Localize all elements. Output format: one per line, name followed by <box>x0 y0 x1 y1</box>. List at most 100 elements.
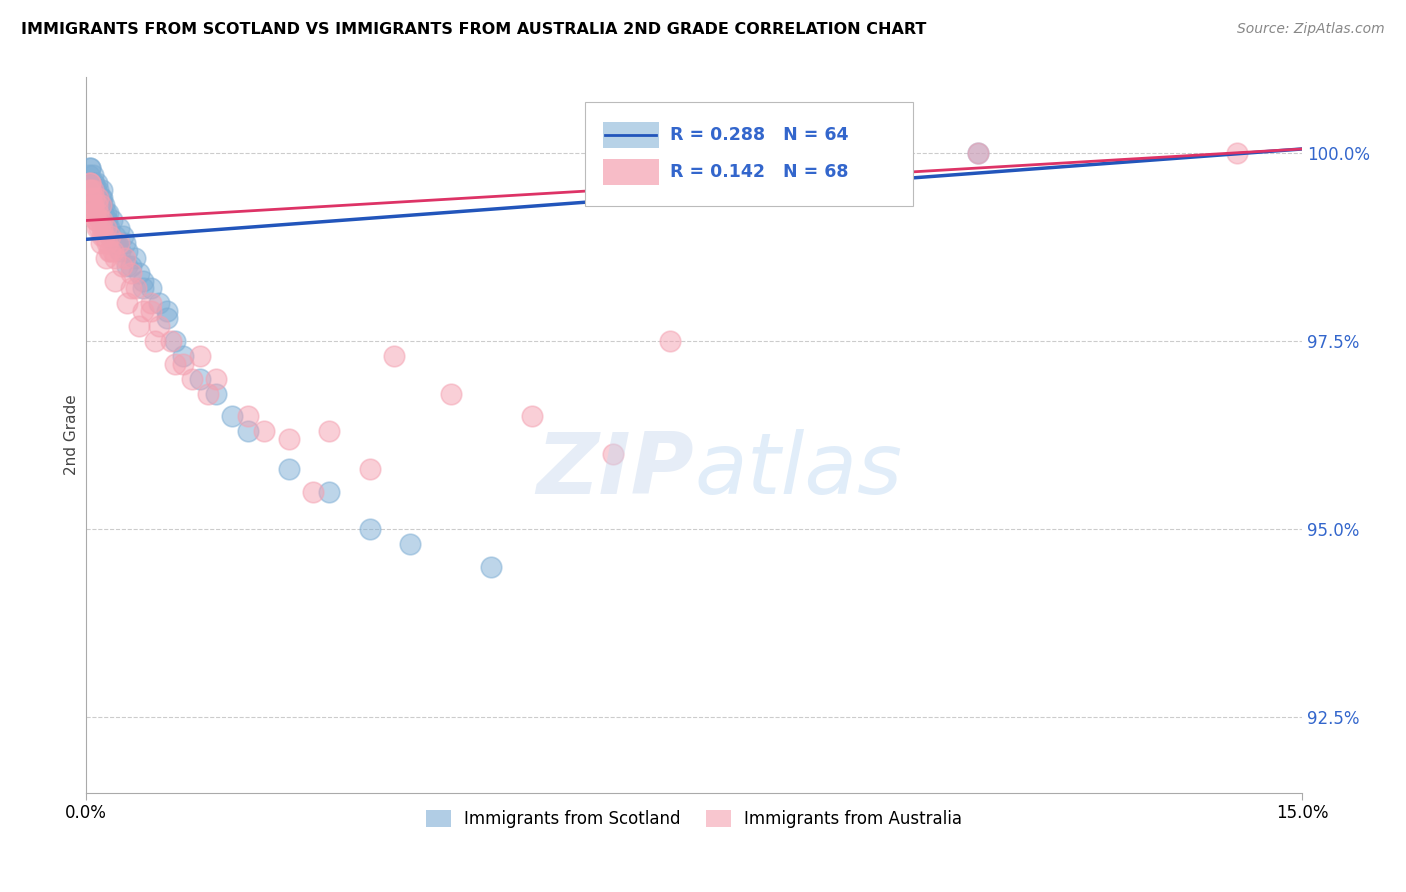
Point <box>96 213 118 227</box>
Point <box>80 183 103 197</box>
Point <box>277 432 299 446</box>
Y-axis label: 2nd Grade: 2nd Grade <box>65 394 79 475</box>
Point <box>79 161 101 175</box>
Point <box>253 425 276 439</box>
Point <box>101 213 124 227</box>
Point <box>128 318 150 333</box>
Point <box>83 176 105 190</box>
Point <box>82 191 104 205</box>
Point <box>100 228 122 243</box>
Point <box>156 303 179 318</box>
Point <box>86 206 108 220</box>
Point <box>97 221 120 235</box>
Point <box>399 537 422 551</box>
Point <box>80 183 103 197</box>
Point <box>120 281 142 295</box>
Point <box>96 213 118 227</box>
Point <box>84 213 107 227</box>
Point <box>87 198 110 212</box>
Point <box>143 334 166 348</box>
Point <box>111 259 134 273</box>
Point <box>86 198 108 212</box>
Point <box>87 183 110 197</box>
Point <box>84 183 107 197</box>
Point <box>966 145 988 160</box>
Point <box>440 386 463 401</box>
Text: R = 0.288   N = 64: R = 0.288 N = 64 <box>669 126 848 144</box>
Point <box>188 371 211 385</box>
Point <box>90 235 112 250</box>
Point <box>128 266 150 280</box>
Point <box>111 228 134 243</box>
Point <box>93 228 115 243</box>
Point <box>139 303 162 318</box>
Text: atlas: atlas <box>695 429 903 512</box>
Point <box>100 244 122 258</box>
Point <box>188 349 211 363</box>
Point <box>966 145 988 160</box>
Point <box>82 183 104 197</box>
Point <box>79 176 101 190</box>
Point <box>120 266 142 280</box>
Point <box>302 484 325 499</box>
Point <box>277 462 299 476</box>
Point <box>80 198 103 212</box>
Point <box>115 259 138 273</box>
Point <box>83 191 105 205</box>
Point <box>80 191 103 205</box>
Point <box>359 522 381 536</box>
Point <box>94 221 117 235</box>
Point <box>86 221 108 235</box>
Point <box>103 228 125 243</box>
Point <box>79 183 101 197</box>
Text: IMMIGRANTS FROM SCOTLAND VS IMMIGRANTS FROM AUSTRALIA 2ND GRADE CORRELATION CHAR: IMMIGRANTS FROM SCOTLAND VS IMMIGRANTS F… <box>21 22 927 37</box>
Point <box>165 334 187 348</box>
Point <box>80 176 103 190</box>
Point <box>108 244 131 258</box>
Point <box>91 206 114 220</box>
Text: ZIP: ZIP <box>537 429 695 512</box>
Point <box>382 349 405 363</box>
FancyBboxPatch shape <box>585 103 912 206</box>
Point <box>172 357 194 371</box>
Point <box>91 213 114 227</box>
Point <box>520 409 543 424</box>
Point <box>165 357 187 371</box>
Point <box>97 244 120 258</box>
Point <box>238 425 260 439</box>
Point <box>91 228 114 243</box>
Point <box>82 198 104 212</box>
Text: Source: ZipAtlas.com: Source: ZipAtlas.com <box>1237 22 1385 37</box>
Point <box>359 462 381 476</box>
Point <box>1226 145 1249 160</box>
Point <box>79 176 101 190</box>
Point <box>96 221 118 235</box>
Point <box>114 251 136 265</box>
Point <box>91 191 114 205</box>
Point <box>84 206 107 220</box>
Point <box>100 228 122 243</box>
Point <box>90 198 112 212</box>
Point <box>125 281 148 295</box>
Point <box>148 296 170 310</box>
Point <box>89 206 111 220</box>
Point <box>221 409 243 424</box>
Point <box>481 559 503 574</box>
Point <box>197 386 219 401</box>
Point <box>115 244 138 258</box>
Point <box>94 206 117 220</box>
Point <box>148 318 170 333</box>
Point <box>160 334 183 348</box>
Point <box>205 386 228 401</box>
Point <box>172 349 194 363</box>
Point <box>103 274 125 288</box>
Point <box>115 296 138 310</box>
Point <box>90 221 112 235</box>
Point <box>89 221 111 235</box>
Point <box>97 206 120 220</box>
Point <box>82 206 104 220</box>
Point <box>132 303 155 318</box>
Legend: Immigrants from Scotland, Immigrants from Australia: Immigrants from Scotland, Immigrants fro… <box>419 803 969 834</box>
Point <box>105 235 128 250</box>
Point <box>86 191 108 205</box>
